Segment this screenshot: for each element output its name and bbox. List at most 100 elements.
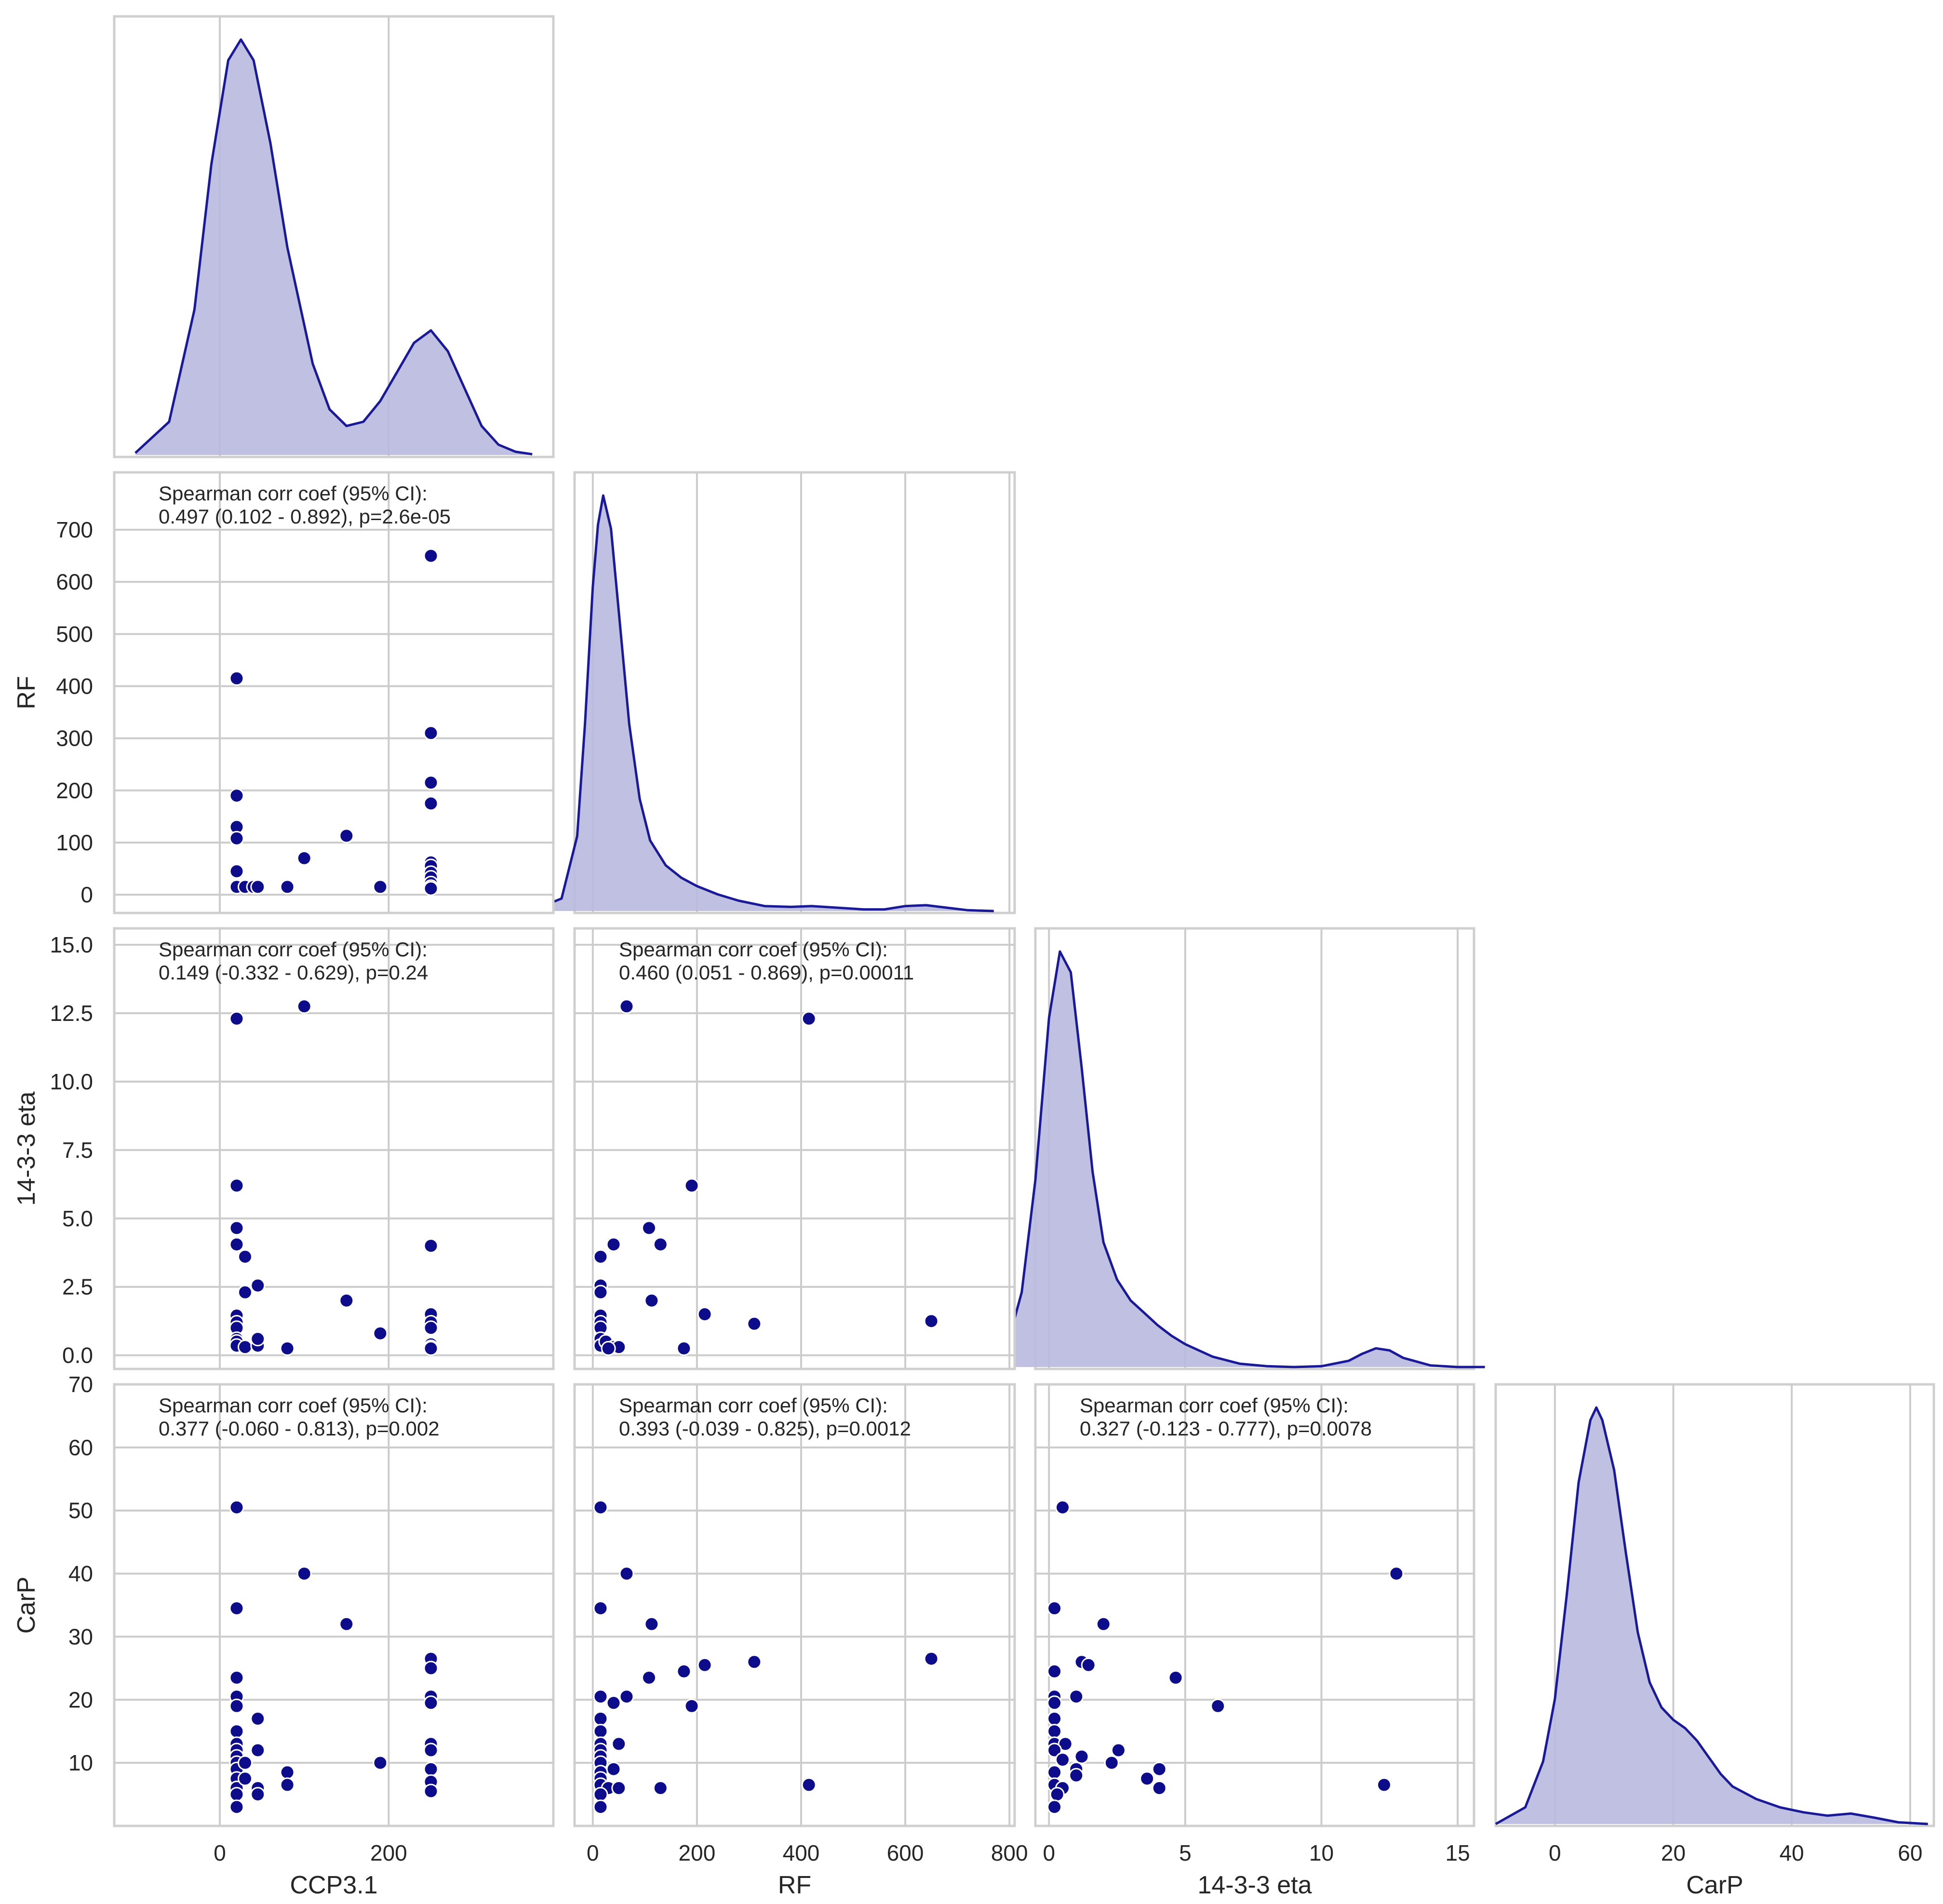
y-tick-label: 400: [56, 673, 93, 698]
annotation-line: Spearman corr coef (95% CI):: [619, 1394, 888, 1417]
data-point: [593, 1249, 608, 1264]
data-point: [280, 879, 295, 895]
y-tick-label: 12.5: [50, 1001, 93, 1026]
data-point: [1152, 1781, 1167, 1796]
kde-area-carp: [1496, 1408, 1928, 1824]
correlation-annotation: Spearman corr coef (95% CI): 0.497 (0.102…: [159, 482, 451, 528]
data-point: [229, 788, 244, 804]
data-point: [229, 864, 244, 879]
data-point: [373, 1755, 388, 1770]
data-point: [423, 1695, 439, 1711]
data-point: [642, 1670, 657, 1685]
panel-frame: [573, 927, 1016, 1370]
panel-ccp3-1-vs-rf: Spearman corr coef (95% CI): 0.497 (0.102…: [113, 471, 555, 914]
data-point: [1047, 1663, 1062, 1679]
x-tick-label: 800: [991, 1840, 1028, 1865]
data-point: [684, 1178, 699, 1193]
data-point: [238, 1285, 253, 1300]
y-tick-label: 50: [68, 1498, 93, 1523]
data-point: [1104, 1755, 1119, 1770]
data-point: [1096, 1616, 1111, 1632]
x-tick-label: 0: [1549, 1840, 1561, 1865]
data-point: [423, 796, 439, 811]
y-tick-label: 40: [68, 1561, 93, 1586]
data-point: [373, 1326, 388, 1341]
y-tick-label: 500: [56, 621, 93, 646]
data-point: [593, 1601, 608, 1616]
kde-area-rf: [530, 496, 994, 911]
data-point: [296, 1566, 312, 1582]
data-point: [1081, 1657, 1096, 1673]
panel-ccp3-1-vs-14-3-3-eta: Spearman corr coef (95% CI): 0.149 (-0.33…: [113, 927, 555, 1370]
data-point: [423, 1783, 439, 1799]
data-point: [296, 999, 312, 1014]
data-point: [250, 1711, 266, 1726]
data-point: [1047, 1765, 1062, 1780]
panel-frame: [573, 1383, 1016, 1827]
y-tick-label: 7.5: [62, 1138, 93, 1163]
annotation-line: 0.497 (0.102 - 0.892), p=2.6e-05: [159, 505, 451, 528]
data-point: [606, 1237, 621, 1252]
data-point: [1074, 1749, 1089, 1764]
x-axis-label: RF: [778, 1871, 811, 1899]
correlation-annotation: Spearman corr coef (95% CI): 0.149 (-0.33…: [159, 938, 428, 984]
annotation-line: 0.377 (-0.060 - 0.813), p=0.002: [159, 1417, 440, 1440]
data-point: [423, 725, 439, 741]
y-tick-label: 5.0: [62, 1206, 93, 1231]
data-point: [238, 1249, 253, 1264]
data-point: [676, 1663, 692, 1679]
data-point: [229, 1237, 244, 1252]
data-point: [593, 1711, 608, 1726]
data-point: [250, 1743, 266, 1758]
y-tick-label: 10.0: [50, 1069, 93, 1094]
data-point: [601, 1341, 616, 1356]
data-point: [250, 879, 266, 895]
annotation-line: Spearman corr coef (95% CI):: [159, 1394, 428, 1417]
data-point: [747, 1654, 762, 1670]
data-point: [238, 1771, 253, 1786]
data-point: [1047, 1601, 1062, 1616]
data-point: [238, 1340, 253, 1355]
data-point: [229, 831, 244, 846]
annotation-line: Spearman corr coef (95% CI):: [619, 938, 888, 961]
x-tick-label: 60: [1898, 1840, 1922, 1865]
data-point: [423, 775, 439, 791]
panel-carp-vs-carp: [1494, 1383, 1935, 1827]
x-tick-label: 40: [1780, 1840, 1804, 1865]
data-point: [684, 1698, 699, 1714]
data-point: [1055, 1500, 1070, 1515]
data-point: [1058, 1736, 1073, 1752]
panel-frame: [1034, 1383, 1475, 1827]
x-axis-label: CCP3.1: [290, 1871, 377, 1899]
panel-ccp3-1-vs-carp: Spearman corr coef (95% CI): 0.377 (-0.06…: [113, 1383, 555, 1827]
panel-rf-vs-rf: [530, 471, 1016, 914]
data-point: [1168, 1670, 1183, 1685]
panel-rf-vs-carp: Spearman corr coef (95% CI): 0.393 (-0.03…: [573, 1383, 1016, 1827]
kde-area-14-3-3-eta: [973, 952, 1485, 1367]
data-point: [1069, 1689, 1084, 1704]
data-point: [423, 1341, 439, 1356]
data-point: [606, 1695, 621, 1711]
data-point: [229, 1724, 244, 1739]
x-tick-label: 5: [1179, 1840, 1192, 1865]
data-point: [229, 1601, 244, 1616]
y-tick-label: 0: [80, 882, 93, 907]
correlation-annotation: Spearman corr coef (95% CI): 0.377 (-0.06…: [159, 1394, 440, 1440]
data-point: [611, 1781, 627, 1796]
x-tick-label: 0: [214, 1840, 226, 1865]
panel-frame: [113, 471, 555, 914]
data-point: [229, 1799, 244, 1815]
data-point: [593, 1724, 608, 1739]
data-point: [924, 1314, 939, 1329]
y-tick-label: 60: [68, 1435, 93, 1460]
data-point: [423, 1238, 439, 1253]
data-point: [296, 850, 312, 866]
y-tick-label: 30: [68, 1624, 93, 1649]
y-tick-label: 100: [56, 830, 93, 855]
y-tick-label: 300: [56, 726, 93, 751]
data-point: [423, 881, 439, 896]
data-point: [373, 879, 388, 895]
annotation-line: 0.327 (-0.123 - 0.777), p=0.0078: [1080, 1417, 1372, 1440]
data-point: [593, 1285, 608, 1300]
annotation-line: Spearman corr coef (95% CI):: [159, 938, 428, 961]
